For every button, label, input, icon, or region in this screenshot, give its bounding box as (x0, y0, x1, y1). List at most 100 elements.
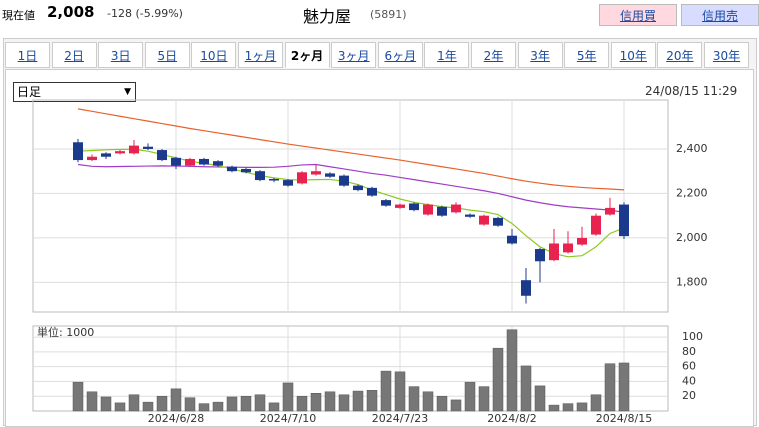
candle-body (367, 187, 377, 196)
period-tab[interactable]: 1年 (424, 42, 470, 68)
candle-body (227, 166, 237, 172)
volume-bar (492, 347, 504, 412)
volume-bar (478, 386, 490, 412)
x-tick-label: 2024/8/15 (596, 412, 652, 425)
volume-bar (254, 394, 266, 412)
candle-body (451, 204, 461, 213)
change: -128 (-5.99%) (107, 7, 183, 20)
period-tab[interactable]: 3ヶ月 (331, 42, 377, 68)
volume-bar (324, 391, 336, 412)
volume-tick-label: 20 (682, 389, 696, 402)
volume-bar (240, 395, 252, 412)
period-tab[interactable]: 5年 (564, 42, 610, 68)
candle-body (157, 150, 167, 161)
volume-bar (338, 394, 350, 412)
period-tab[interactable]: 3日 (98, 42, 144, 68)
select-arrow: ▼ (124, 87, 131, 97)
period-tab[interactable]: 5日 (144, 42, 190, 68)
buy-button[interactable]: 信用買 (599, 4, 677, 26)
period-tab[interactable]: 2年 (471, 42, 516, 68)
candle-body (479, 215, 489, 225)
volume-bar (212, 401, 224, 412)
volume-bar (618, 362, 630, 412)
volume-bar (352, 390, 364, 412)
volume-bar (296, 395, 308, 412)
timestamp: 24/08/15 11:29 (645, 84, 738, 98)
candle-body (353, 185, 363, 191)
volume-bar (156, 395, 168, 412)
period-tab[interactable]: 2ヶ月 (284, 42, 330, 68)
period-tab[interactable]: 1日 (5, 42, 50, 68)
candle-body (171, 157, 181, 166)
volume-bar (506, 329, 518, 412)
candle-body (115, 151, 125, 154)
period-select-text: 日足 (17, 85, 42, 99)
candle-body (381, 200, 391, 206)
candle-body (465, 214, 475, 217)
candle-body (395, 204, 405, 208)
volume-pane (32, 325, 669, 412)
volume-bar (226, 396, 238, 412)
candle-body (255, 171, 265, 181)
candle-body (241, 168, 251, 173)
volume-tick-label: 100 (682, 330, 703, 343)
volume-tick-label: 40 (682, 374, 696, 387)
period-tab[interactable]: 6ヶ月 (377, 42, 423, 68)
volume-bar (170, 388, 182, 412)
volume-bar (590, 394, 602, 412)
volume-bar (128, 394, 140, 412)
volume-bar (408, 386, 420, 412)
moving-average (77, 108, 625, 191)
volume-bar (534, 385, 546, 412)
period-tab[interactable]: 20年 (657, 42, 703, 68)
volume-tick-label: 60 (682, 360, 696, 373)
volume-bar (576, 402, 588, 412)
y-tick-label: 1,800 (676, 275, 708, 288)
volume-bar (114, 402, 126, 412)
period-tab[interactable]: 30年 (704, 42, 749, 68)
candle-body (213, 161, 223, 166)
candle-body (423, 204, 433, 215)
volume-unit: 単位: 1000 (37, 325, 94, 339)
period-tab[interactable]: 2日 (51, 42, 97, 68)
volume-tick-label: 80 (682, 345, 696, 358)
x-tick-label: 2024/7/23 (372, 412, 428, 425)
candle-body (507, 235, 517, 244)
candle-body (563, 243, 573, 253)
candle-body (73, 142, 83, 161)
volume-bar (142, 401, 154, 412)
y-tick-label: 2,400 (676, 142, 708, 155)
x-tick-label: 2024/8/2 (487, 412, 536, 425)
x-tick-label: 2024/7/10 (260, 412, 316, 425)
sell-button[interactable]: 信用売 (681, 4, 759, 26)
volume-bar (548, 404, 560, 412)
volume-bar (394, 371, 406, 412)
period-select[interactable]: 日足 ▼ (13, 82, 136, 102)
stock-code: (5891) (370, 8, 407, 21)
candle-body (87, 156, 97, 161)
y-tick-label: 2,200 (676, 186, 708, 199)
price-pane (32, 99, 669, 313)
candle-body (311, 171, 321, 175)
period-tab[interactable]: 10年 (610, 42, 656, 68)
candle-body (199, 158, 209, 165)
y-tick-label: 2,000 (676, 231, 708, 244)
candle-body (605, 207, 615, 215)
moving-average (77, 148, 625, 258)
price-label: 現在値 (2, 9, 35, 22)
candle-body (521, 280, 531, 296)
period-tab[interactable]: 10日 (191, 42, 237, 68)
period-tab[interactable]: 3年 (517, 42, 563, 68)
volume-bar (450, 399, 462, 412)
volume-bar (520, 365, 532, 412)
candle-body (577, 237, 587, 245)
candle-body (437, 206, 447, 216)
x-tick-label: 2024/6/28 (148, 412, 204, 425)
period-tab[interactable]: 1ヶ月 (238, 42, 283, 68)
moving-average (77, 163, 625, 213)
candle-body (129, 145, 139, 154)
candle-body (535, 249, 545, 262)
stock-name: 魅力屋 (303, 7, 352, 26)
